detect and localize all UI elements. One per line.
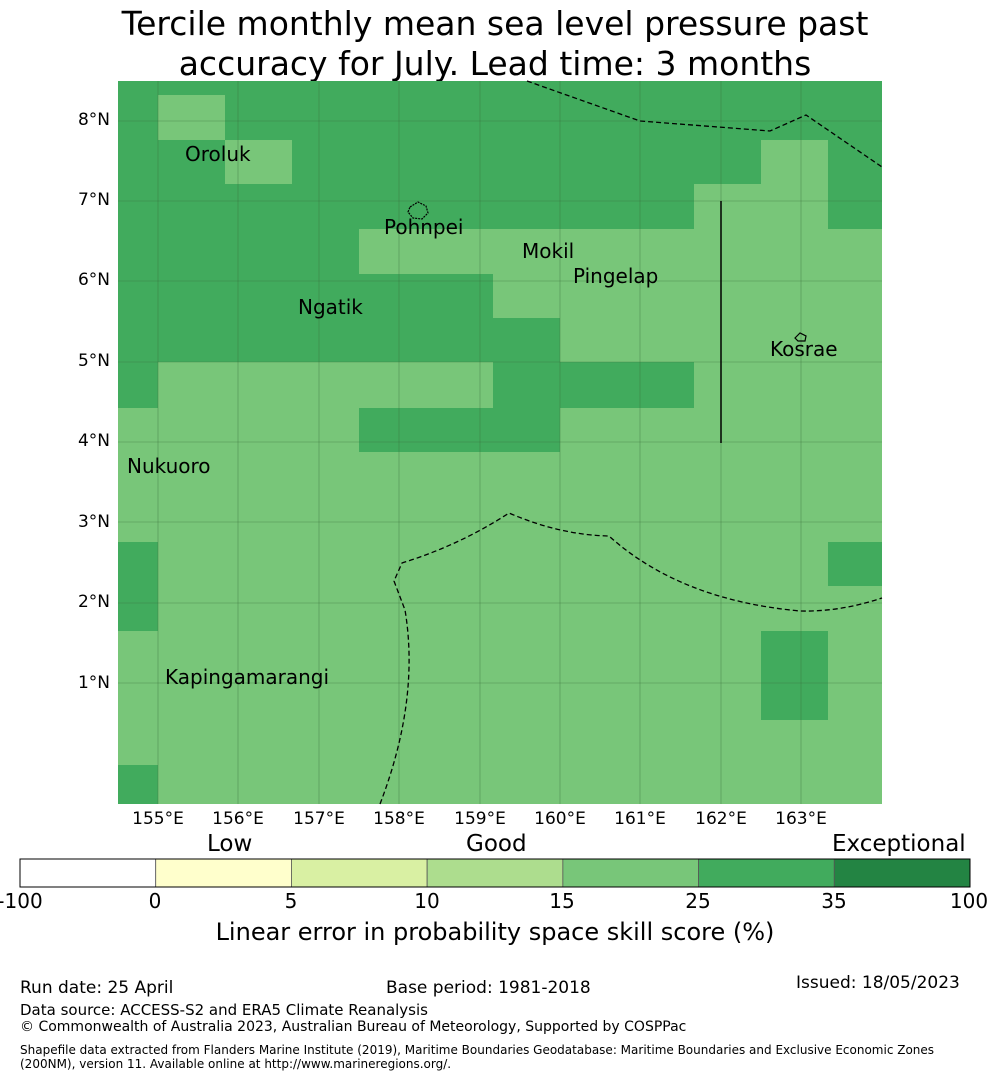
map-title: Tercile monthly mean sea level pressure …	[0, 4, 990, 84]
eez-boundary-north	[526, 80, 883, 168]
run-date: Run date: 25 April	[20, 978, 174, 998]
colorbar-category-low: Low	[207, 831, 253, 857]
lat-label-5n: 5°N	[77, 351, 110, 371]
lon-label-159e: 159°E	[454, 809, 506, 829]
map-cell-good	[225, 140, 292, 184]
data-source: Data source: ACCESS-S2 and ERA5 Climate …	[20, 1001, 428, 1019]
map-cell-very-good	[118, 362, 158, 408]
place-label-oroluk: Oroluk	[185, 142, 251, 166]
lat-label-6n: 6°N	[77, 270, 110, 290]
shapefile-credit-line-1: Shapefile data extracted from Flanders M…	[20, 1043, 935, 1057]
place-label-pingelap: Pingelap	[573, 264, 659, 288]
title-line-1: Tercile monthly mean sea level pressure …	[121, 4, 869, 43]
lon-label-158e: 158°E	[373, 809, 425, 829]
colorbar-swatch	[833, 858, 971, 888]
colorbar-tick-0: 0	[148, 889, 162, 913]
map-cell-very-good	[828, 184, 882, 229]
map-cell-very-good	[118, 184, 694, 229]
lon-label-155e: 155°E	[132, 809, 184, 829]
place-label-kapingamarangi: Kapingamarangi	[165, 665, 330, 689]
colorbar	[19, 858, 971, 888]
issued-date: Issued: 18/05/2023	[796, 973, 960, 993]
map-cell-very-good	[118, 318, 560, 362]
eez-boundaries	[379, 80, 883, 805]
place-label-ngatik: Ngatik	[298, 295, 363, 319]
colorbar-swatch	[562, 858, 699, 888]
colorbar-tick-25: 25	[685, 889, 711, 913]
colorbar-tick-10: 10	[414, 889, 440, 913]
map-cell-good	[158, 95, 225, 140]
colorbar-swatch	[155, 858, 292, 888]
colorbar-tick-minus100: -100	[0, 889, 43, 913]
title-line-2: accuracy for July. Lead time: 3 months	[178, 44, 812, 83]
lon-label-160e: 160°E	[534, 809, 586, 829]
map-cell-very-good	[359, 408, 560, 452]
lon-label-157e: 157°E	[293, 809, 345, 829]
map-cell-very-good	[828, 542, 882, 586]
colorbar-tick-15: 15	[549, 889, 575, 913]
lat-label-7n: 7°N	[77, 190, 110, 210]
colorbar-swatch	[19, 858, 157, 888]
lat-label-2n: 2°N	[77, 592, 110, 612]
lat-label-4n: 4°N	[77, 431, 110, 451]
colorbar-frame	[19, 858, 971, 888]
map-cell-good	[761, 140, 828, 184]
base-period: Base period: 1981-2018	[386, 978, 591, 998]
graticule	[118, 81, 882, 804]
map-cell-very-good	[493, 362, 694, 408]
place-label-kosrae: Kosrae	[770, 337, 838, 361]
map-cell-good	[694, 184, 828, 229]
copyright-notice: © Commonwealth of Australia 2023, Austra…	[20, 1019, 687, 1035]
lon-label-156e: 156°E	[212, 809, 264, 829]
map-cell-very-good	[118, 229, 359, 274]
pohnpei-island-shape	[407, 201, 429, 220]
place-label-pohnpei: Pohnpei	[384, 215, 464, 239]
colorbar-tick-35: 35	[821, 889, 847, 913]
place-label-mokil: Mokil	[522, 239, 575, 263]
kosrae-island-shape	[794, 332, 807, 342]
map-cell-very-good	[761, 631, 828, 720]
map-cell-very-good	[118, 765, 158, 804]
colorbar-category-good: Good	[466, 831, 527, 857]
colorbar-tick-5: 5	[284, 889, 298, 913]
map-cell-very-good	[118, 542, 158, 631]
colorbar-category-exceptional: Exceptional	[832, 831, 966, 857]
shapefile-credit-line-2: (200NM), version 11. Available online at…	[20, 1057, 452, 1071]
lon-label-161e: 161°E	[614, 809, 666, 829]
eez-boundary-south	[379, 512, 883, 805]
colorbar-swatch	[698, 858, 835, 888]
place-label-nukuoro: Nukuoro	[127, 454, 211, 478]
colorbar-tick-100: 100	[949, 889, 989, 913]
skill-score-grid	[118, 81, 882, 804]
lat-label-1n: 1°N	[77, 673, 110, 693]
lon-label-162e: 162°E	[695, 809, 747, 829]
island-outlines	[407, 201, 807, 342]
map-cell-very-good	[118, 274, 493, 318]
lon-label-163e: 163°E	[775, 809, 827, 829]
colorbar-swatch	[291, 858, 428, 888]
lat-label-3n: 3°N	[77, 512, 110, 532]
colorbar-title: Linear error in probability space skill …	[215, 918, 775, 946]
colorbar-swatch	[426, 858, 564, 888]
lat-label-8n: 8°N	[77, 110, 110, 130]
